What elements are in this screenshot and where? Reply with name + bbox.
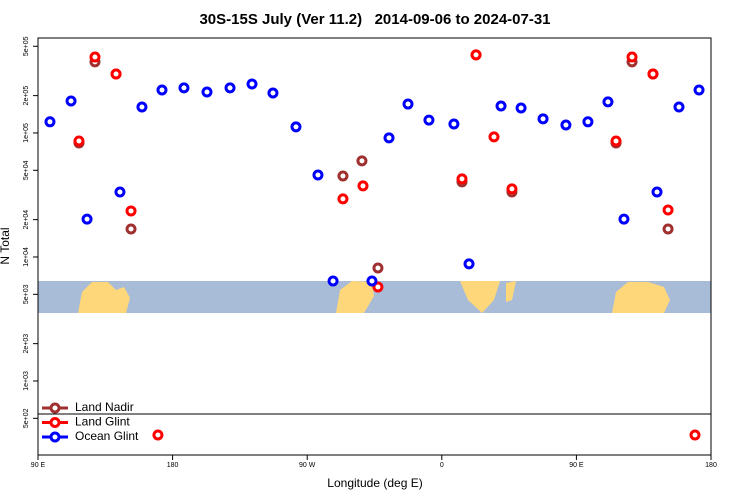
y-tick-label: 1e+05 (23, 123, 30, 143)
point (114, 186, 126, 198)
point (125, 223, 137, 235)
point (470, 49, 482, 61)
point (673, 101, 685, 113)
point (456, 173, 468, 185)
point (693, 84, 705, 96)
point (267, 87, 279, 99)
point (44, 116, 56, 128)
point (610, 135, 622, 147)
point (110, 68, 122, 80)
legend-label: Land Nadir (75, 400, 134, 414)
y-tick-label: 2e+03 (23, 334, 30, 354)
point (290, 121, 302, 133)
point (136, 101, 148, 113)
point (383, 132, 395, 144)
y-tick-label: 5e+03 (23, 284, 30, 304)
point (178, 82, 190, 94)
point (357, 180, 369, 192)
point (463, 258, 475, 270)
y-tick-label: 5e+05 (23, 36, 30, 56)
x-tick-label: 180 (705, 462, 717, 469)
y-tick-label: 1e+04 (23, 247, 30, 267)
x-tick-label: 90 E (31, 462, 46, 469)
x-tick-label: 180 (167, 462, 179, 469)
point (366, 275, 378, 287)
y-tick-label: 5e+02 (23, 408, 30, 428)
point (662, 223, 674, 235)
point (337, 170, 349, 182)
point (488, 131, 500, 143)
point (372, 262, 384, 274)
point (327, 275, 339, 287)
y-tick-label: 2e+05 (23, 86, 30, 106)
y-axis-label: N Total (0, 227, 12, 264)
legend-marker (49, 402, 61, 414)
x-tick-label: 90 E (569, 462, 584, 469)
point (560, 119, 572, 131)
point (224, 82, 236, 94)
point (647, 68, 659, 80)
legend-label: Ocean Glint (75, 429, 139, 443)
point (246, 78, 258, 90)
point (372, 281, 384, 293)
point (125, 205, 137, 217)
point (448, 118, 460, 130)
x-tick-label: 90 W (299, 462, 316, 469)
point (402, 98, 414, 110)
point (73, 135, 85, 147)
point (651, 186, 663, 198)
point (662, 204, 674, 216)
point (152, 429, 164, 441)
legend-marker (49, 417, 61, 428)
y-tick-label: 2e+04 (23, 210, 30, 230)
point (582, 116, 594, 128)
point (506, 183, 518, 195)
point (89, 51, 101, 63)
legend-marker (49, 431, 61, 443)
chart-title: 30S-15S July (Ver 11.2) 2014-09-06 to 20… (199, 11, 550, 28)
point (312, 169, 324, 181)
point (689, 429, 701, 441)
point (201, 86, 213, 98)
point (423, 114, 435, 126)
point (515, 102, 527, 114)
legend-label: Land Glint (75, 415, 130, 429)
point (65, 95, 77, 107)
x-tick-label: 0 (440, 462, 444, 469)
y-tick-label: 1e+03 (23, 371, 30, 391)
point (356, 155, 368, 167)
point (337, 193, 349, 205)
point (626, 51, 638, 63)
point (537, 113, 549, 125)
x-axis-label: Longitude (deg E) (327, 476, 422, 490)
plot-frame (37, 37, 712, 456)
y-tick-label: 5e+04 (23, 160, 30, 180)
point (618, 213, 630, 225)
point (81, 213, 93, 225)
point (602, 96, 614, 108)
point (156, 84, 168, 96)
point (495, 100, 507, 112)
